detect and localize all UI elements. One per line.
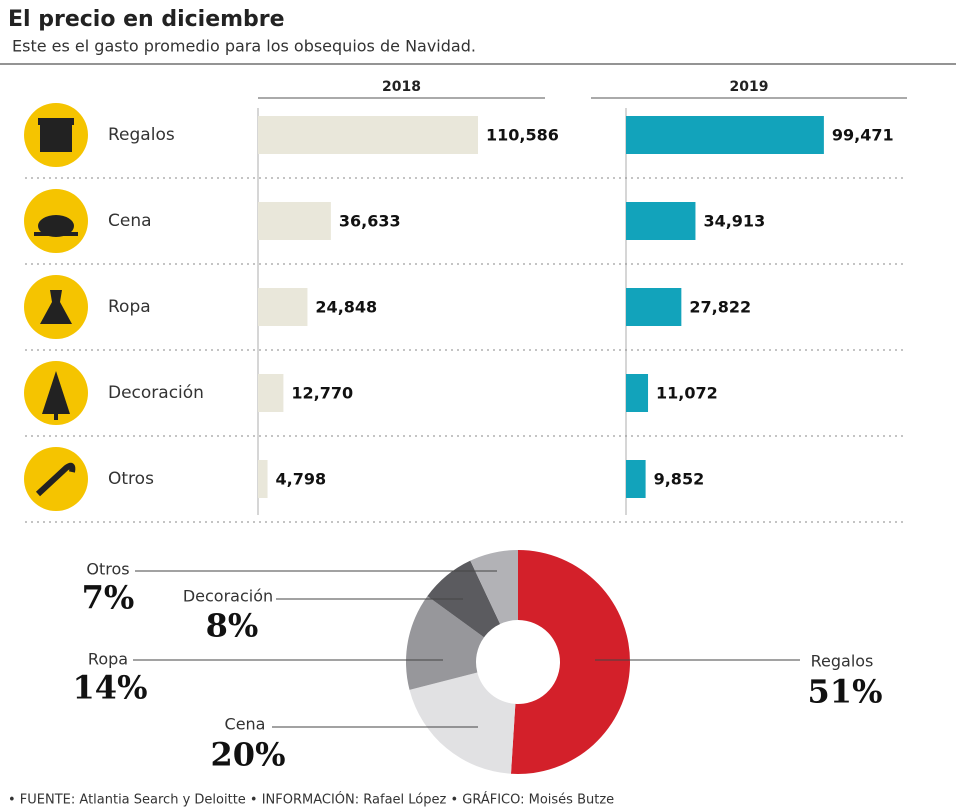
value-label: 12,770 [291, 384, 353, 403]
bar [626, 288, 682, 326]
bar [258, 460, 268, 498]
column-title: 2018 [382, 79, 421, 95]
value-label: 99,471 [832, 126, 894, 145]
source: • FUENTE: Atlantia Search y Deloitte • I… [8, 792, 614, 808]
icons [24, 103, 88, 511]
slice-value: 20% [211, 736, 286, 774]
bar [258, 288, 308, 326]
donut-slice [409, 672, 516, 774]
subtitle: Este es el gasto promedio para los obseq… [12, 37, 476, 56]
title: El precio en diciembre [8, 7, 285, 32]
category-label: Ropa [108, 297, 151, 317]
donut-slice [470, 550, 518, 624]
bar [626, 374, 649, 412]
value-label: 34,913 [703, 212, 765, 231]
value-label: 9,852 [654, 470, 705, 489]
donut-slice [406, 596, 485, 690]
slice-value: 8% [206, 607, 259, 645]
value-label: 36,633 [339, 212, 401, 231]
slice-value: 51% [808, 673, 883, 711]
bar [626, 202, 696, 240]
donut-slice [427, 560, 501, 638]
bar [258, 202, 331, 240]
bar [258, 374, 284, 412]
category-label: Otros [108, 469, 154, 489]
category-label: Decoración [108, 383, 204, 403]
value-label: 4,798 [276, 470, 327, 489]
column-title: 2019 [730, 79, 769, 95]
category-label: Regalos [108, 125, 175, 145]
bar [258, 116, 478, 154]
slice-label: Cena [225, 715, 266, 734]
slice-label: Otros [86, 560, 129, 579]
slice-value: 14% [73, 669, 148, 707]
slice-label: Decoración [183, 587, 273, 606]
value-label: 27,822 [689, 298, 751, 317]
slice-value: 7% [82, 579, 135, 617]
value-label: 11,072 [656, 384, 718, 403]
bar [626, 116, 824, 154]
value-label: 24,848 [315, 298, 377, 317]
slice-label: Regalos [811, 652, 874, 671]
bar [626, 460, 646, 498]
donut-slice [510, 550, 630, 774]
category-label: Cena [108, 211, 152, 231]
slice-label: Ropa [88, 650, 128, 669]
value-label: 110,586 [486, 126, 559, 145]
